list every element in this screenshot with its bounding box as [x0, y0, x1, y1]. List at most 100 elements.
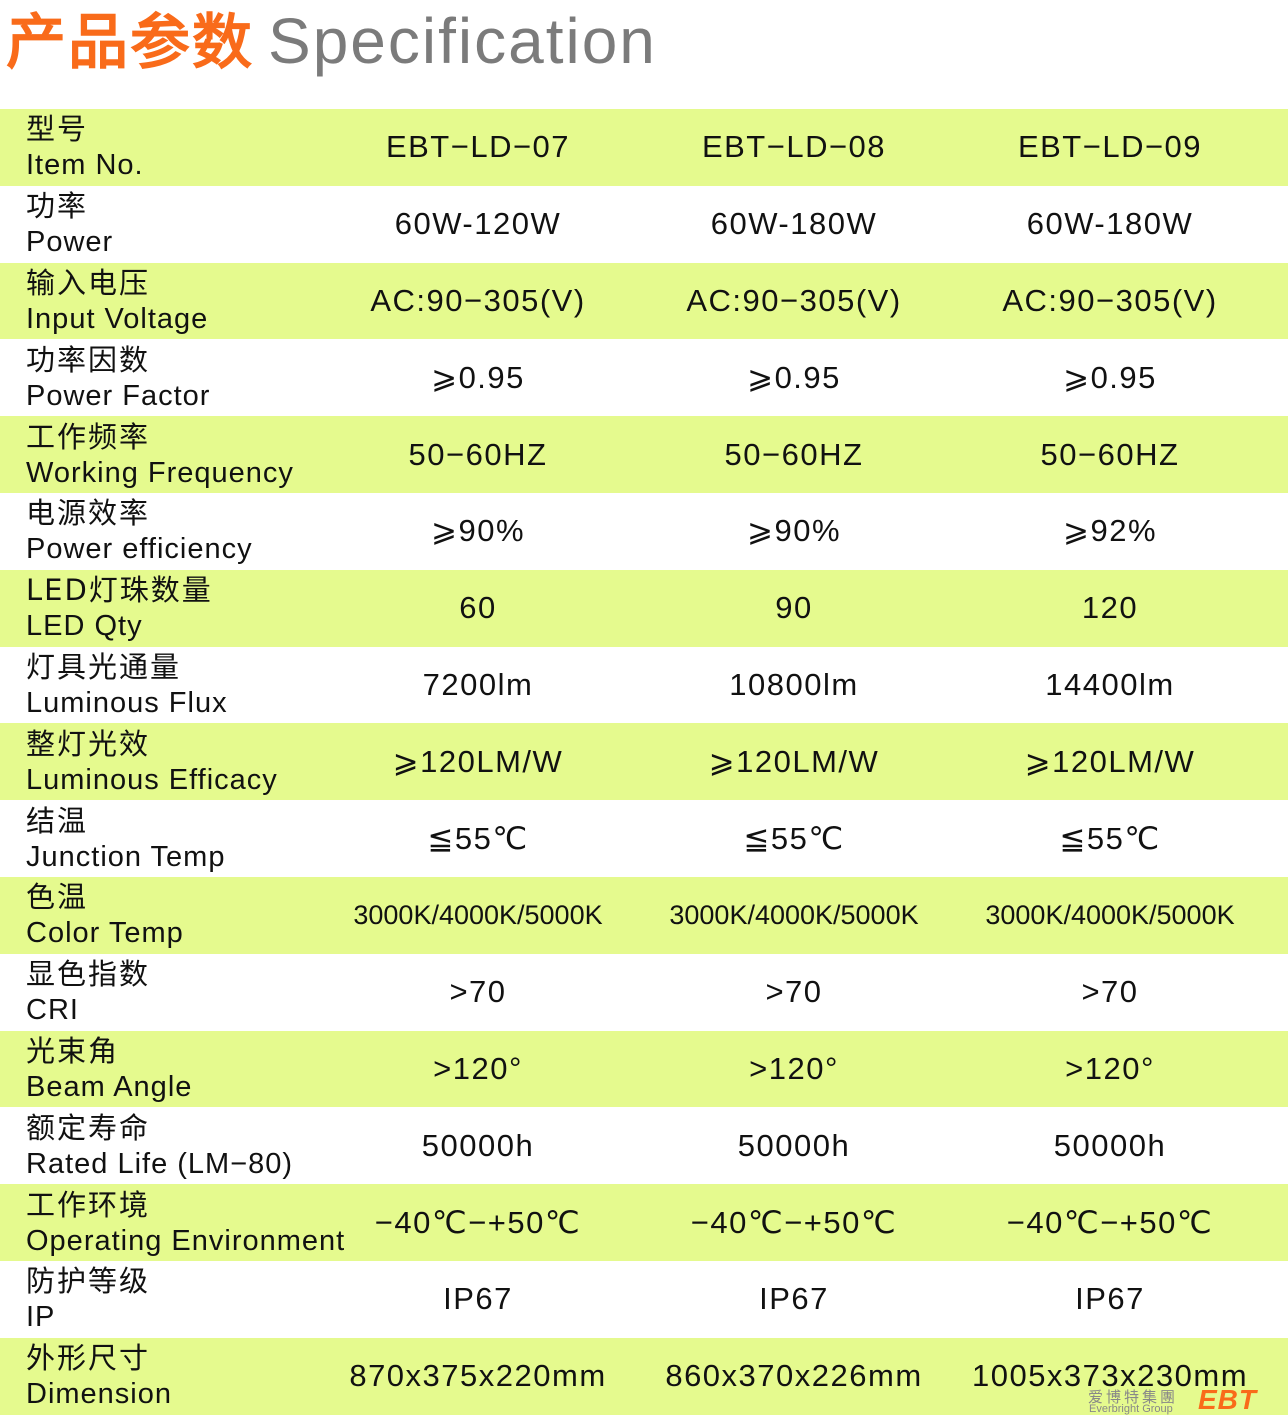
value-cell: IP67 — [443, 1281, 513, 1317]
table-row: 灯具光通量 Luminous Flux 7200lm 10800lm 14400lm — [0, 646, 1288, 724]
table-row: 防护等级 IP IP67 IP67 IP67 — [0, 1260, 1288, 1338]
label-english: IP — [26, 1301, 56, 1334]
label-chinese: 功率 — [26, 189, 89, 224]
value-cell: >70 — [1081, 974, 1139, 1010]
value-cell: 60W-180W — [710, 206, 878, 242]
value-cell: 90 — [775, 590, 813, 626]
label-chinese: 型号 — [26, 112, 89, 147]
value-cell: 3000K/4000K/5000K — [985, 899, 1235, 930]
value-cell: ≦55℃ — [427, 820, 529, 856]
label-english: Rated Life (LM−80) — [26, 1147, 294, 1180]
page-title: 产品参数 Specification — [6, 0, 657, 78]
value-cell: ⩾92% — [1062, 513, 1158, 549]
logo-english: Everbright Group — [1089, 1403, 1173, 1415]
value-cell: EBT−LD−09 — [1017, 129, 1203, 165]
value-cell: ⩾120LM/W — [708, 743, 880, 779]
table-row: 整灯光效 Luminous Efficacy ⩾120LM/W ⩾120LM/W ⩾12… — [0, 723, 1288, 801]
table-row: 显色指数 CRI >70 >70 >70 — [0, 953, 1288, 1031]
label-english: Operating Environment — [26, 1224, 346, 1257]
row-label: 额定寿命 Rated Life (LM−80) — [0, 1107, 320, 1184]
value-cell: 3000K/4000K/5000K — [353, 899, 603, 930]
table-row: 额定寿命 Rated Life (LM−80) 50000h 50000h 50000h — [0, 1107, 1288, 1185]
table-row: 工作环境 Operating Environment −40℃−+50℃ −40℃−+… — [0, 1184, 1288, 1261]
value-cell: 50−60HZ — [724, 436, 864, 472]
label-chinese: 结温 — [26, 803, 89, 838]
value-cell: >120° — [1065, 1050, 1155, 1086]
value-cell: 50000h — [421, 1127, 535, 1163]
row-label: 工作频率 Working Frequency — [0, 416, 320, 493]
value-cell: 50−60HZ — [1040, 436, 1180, 472]
value-cell: ⩾90% — [430, 513, 526, 549]
table-row: 外形尺寸 Dimension 870x375x220mm 860x370x226mm 1… — [0, 1337, 1288, 1415]
label-chinese: 工作环境 — [26, 1187, 151, 1222]
value-cell: ⩾0.95 — [747, 359, 841, 395]
value-cell: 1005x373x230mm — [971, 1358, 1249, 1394]
label-english: Power — [26, 226, 114, 259]
title-english: Specification — [268, 5, 657, 77]
label-chinese: 输入电压 — [26, 265, 151, 300]
value-cell: ⩾120LM/W — [392, 743, 564, 779]
value-cell: 14400lm — [1045, 666, 1175, 702]
value-cell: ⩾90% — [746, 513, 842, 549]
table-row: LED灯珠数量 LED Qty 60 90 120 — [0, 569, 1288, 647]
value-cell: 7200lm — [422, 666, 534, 702]
label-chinese: 整灯光效 — [26, 726, 151, 761]
table-row: 电源效率 Power efficiency ⩾90% ⩾90% ⩾92% — [0, 492, 1288, 570]
value-cell: 870x375x220mm — [349, 1358, 607, 1394]
label-english: Power efficiency — [26, 533, 253, 566]
label-english: Junction Temp — [26, 840, 226, 873]
title-chinese: 产品参数 — [6, 8, 254, 78]
value-cell: >70 — [765, 974, 823, 1010]
label-chinese: 外形尺寸 — [26, 1341, 151, 1376]
value-cell: 60W-120W — [394, 206, 562, 242]
row-label: 防护等级 IP — [0, 1261, 320, 1338]
label-english: Input Voltage — [26, 302, 209, 335]
row-label: 整灯光效 Luminous Efficacy — [0, 723, 320, 800]
row-label: 光束角 Beam Angle — [0, 1031, 320, 1108]
label-english: CRI — [26, 994, 79, 1027]
label-chinese: 功率因数 — [26, 342, 151, 377]
label-chinese: LED灯珠数量 — [26, 573, 213, 608]
table-row: 结温 Junction Temp ≦55℃ ≦55℃ ≦55℃ — [0, 800, 1288, 877]
row-label: 工作环境 Operating Environment — [0, 1184, 346, 1261]
value-cell: 120 — [1081, 590, 1139, 626]
value-cell: >120° — [749, 1050, 839, 1086]
value-cell: >120° — [433, 1050, 523, 1086]
row-label: 外形尺寸 Dimension — [0, 1338, 320, 1415]
value-cell: ⩾120LM/W — [1024, 743, 1196, 779]
label-chinese: 额定寿命 — [26, 1110, 151, 1145]
table-row: 工作频率 Working Frequency 50−60HZ 50−60HZ 50−60… — [0, 416, 1288, 493]
value-cell: −40℃−+50℃ — [1006, 1204, 1214, 1240]
value-cell: ⩾0.95 — [1063, 359, 1157, 395]
value-cell: IP67 — [1075, 1281, 1145, 1317]
value-cell: −40℃−+50℃ — [374, 1204, 582, 1240]
value-cell: 50−60HZ — [408, 436, 548, 472]
value-cell: 50000h — [737, 1127, 851, 1163]
value-cell: 860x370x226mm — [665, 1358, 923, 1394]
label-english: Luminous Efficacy — [26, 763, 278, 796]
label-english: Beam Angle — [26, 1070, 193, 1103]
value-cell: ≦55℃ — [743, 820, 845, 856]
value-cell: EBT−LD−08 — [701, 129, 887, 165]
logo-brand: EBT — [1198, 1384, 1257, 1415]
value-cell: ⩾0.95 — [431, 359, 525, 395]
label-english: Dimension — [26, 1378, 172, 1411]
value-cell: 3000K/4000K/5000K — [669, 899, 919, 930]
value-cell: IP67 — [759, 1281, 829, 1317]
row-label: 输入电压 Input Voltage — [0, 263, 320, 340]
table-row: 型号 Item No. EBT−LD−07 EBT−LD−08 EBT−LD−09 — [0, 109, 1288, 186]
row-label: 型号 Item No. — [0, 109, 320, 186]
row-label: 结温 Junction Temp — [0, 800, 320, 877]
table-row: 色温 Color Temp 3000K/4000K/5000K 3000K/4000K… — [0, 876, 1288, 954]
table-row: 输入电压 Input Voltage AC:90−305(V) AC:90−305(V… — [0, 262, 1288, 340]
table-row: 功率因数 Power Factor ⩾0.95 ⩾0.95 ⩾0.95 — [0, 339, 1288, 417]
label-chinese: 防护等级 — [26, 1264, 151, 1299]
label-chinese: 电源效率 — [26, 496, 151, 531]
row-label: 功率 Power — [0, 186, 320, 263]
label-english: Working Frequency — [26, 456, 294, 489]
row-label: 电源效率 Power efficiency — [0, 493, 320, 570]
row-label: 色温 Color Temp — [0, 877, 320, 954]
label-chinese: 显色指数 — [26, 957, 151, 992]
label-english: LED Qty — [26, 610, 143, 643]
label-english: Item No. — [26, 149, 144, 182]
